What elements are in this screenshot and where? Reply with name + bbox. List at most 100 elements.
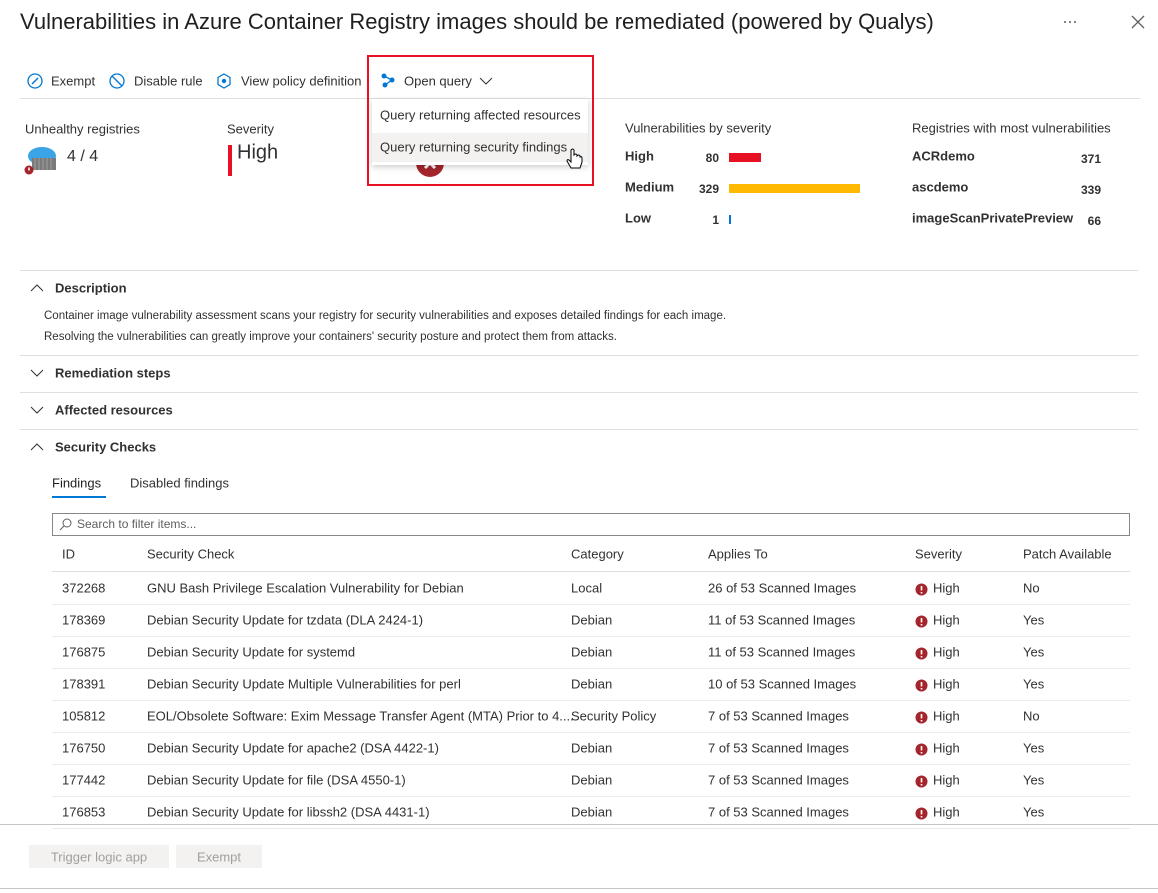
table-cell: 7 of 53 Scanned Images: [708, 804, 849, 820]
column-header: Severity: [915, 546, 962, 562]
vuln-title: Vulnerabilities by severity: [625, 120, 772, 136]
severity-icon: [915, 711, 928, 724]
severity-count: 329: [698, 182, 719, 196]
registry-count: 371: [1080, 152, 1101, 166]
description-text: Container image vulnerability assessment…: [44, 310, 727, 322]
severity-bar: [729, 184, 860, 193]
table-cell: 176853: [62, 804, 106, 820]
unhealthy-value: 4 / 4: [67, 148, 99, 165]
table-cell: High: [933, 612, 960, 628]
row-divider: [52, 700, 1130, 701]
toolbar-disable-rule[interactable]: Disable rule: [134, 73, 203, 89]
severity-icon: [915, 807, 928, 820]
dropdown-item[interactable]: Query returning security findings: [380, 139, 568, 155]
footer-divider: [0, 824, 1158, 825]
table-cell: 105812: [62, 708, 106, 724]
section-header[interactable]: Description: [55, 280, 127, 296]
table-cell: 10 of 53 Scanned Images: [708, 676, 857, 692]
table-cell: Yes: [1023, 644, 1045, 660]
registries-title: Registries with most vulnerabilities: [912, 120, 1111, 136]
header-divider: [52, 571, 1130, 572]
row-divider: [52, 636, 1130, 637]
toolbar-view-policy[interactable]: View policy definition: [241, 73, 362, 89]
chevron-down: [30, 369, 44, 377]
chevron-up: [30, 443, 44, 451]
button[interactable]: [176, 845, 262, 868]
table-cell: 372268: [62, 580, 106, 596]
table-cell: 11 of 53 Scanned Images: [708, 612, 856, 628]
table-cell: Debian: [571, 676, 613, 692]
table-cell: 26 of 53 Scanned Images: [708, 580, 857, 596]
table-cell: High: [933, 772, 960, 788]
column-header: Applies To: [708, 546, 768, 562]
registry-count: 66: [1087, 214, 1101, 228]
severity-count: 80: [705, 151, 719, 165]
table-cell: 11 of 53 Scanned Images: [708, 644, 856, 660]
dropdown-hover: [372, 133, 588, 162]
tab[interactable]: Disabled findings: [130, 475, 230, 491]
table-cell: Debian Security Update for apache2 (DSA …: [147, 740, 439, 756]
table-cell: Debian: [571, 644, 613, 660]
table-cell: Local: [571, 580, 603, 596]
table-cell: Debian: [571, 772, 613, 788]
registry-name: imageScanPrivatePreview: [912, 210, 1074, 226]
row-divider: [52, 828, 1130, 829]
table-cell: 178391: [62, 676, 106, 692]
table-cell: No: [1023, 580, 1040, 596]
table-cell: 7 of 53 Scanned Images: [708, 708, 849, 724]
button[interactable]: [29, 845, 169, 868]
search-icon: [59, 518, 72, 531]
close-button[interactable]: [1131, 15, 1145, 29]
divider: [20, 98, 1140, 99]
table-cell: Yes: [1023, 804, 1045, 820]
column-header: Category: [571, 546, 624, 562]
table-cell: 7 of 53 Scanned Images: [708, 740, 849, 756]
search-box[interactable]: [52, 513, 1130, 536]
divider: [20, 392, 1138, 393]
severity-bar: [729, 153, 761, 162]
registry-icon: [24, 147, 56, 175]
table-cell: Security Policy: [571, 708, 657, 724]
severity-bar: [228, 145, 232, 176]
exempt-icon: [27, 73, 43, 89]
registry-name: ascdemo: [912, 179, 969, 195]
severity-label: Severity: [227, 121, 274, 137]
table-cell: Debian: [571, 612, 613, 628]
section-header[interactable]: Remediation steps: [55, 365, 171, 381]
more-button[interactable]: [1062, 14, 1078, 30]
table-cell: Debian: [571, 804, 613, 820]
table-cell: 176750: [62, 740, 106, 756]
toolbar-open-query[interactable]: Open query: [404, 73, 472, 89]
column-header: ID: [62, 546, 75, 562]
severity-count: 1: [712, 213, 719, 227]
table-cell: 176875: [62, 644, 106, 660]
chevron-down: [30, 406, 44, 414]
severity-bar: [729, 215, 731, 224]
disable-icon: [109, 73, 125, 89]
severity-icon: [915, 743, 928, 756]
table-cell: Yes: [1023, 772, 1045, 788]
table-cell: 177442: [62, 772, 106, 788]
table-cell: No: [1023, 708, 1040, 724]
row-divider: [52, 796, 1130, 797]
table-cell: Yes: [1023, 612, 1045, 628]
toolbar-exempt[interactable]: Exempt: [51, 73, 96, 89]
severity-icon: [915, 615, 928, 628]
dropdown-item[interactable]: Query returning affected resources: [380, 107, 581, 123]
severity-icon: [915, 647, 928, 660]
table-cell: High: [933, 740, 960, 756]
table-cell: High: [933, 804, 960, 820]
row-divider: [52, 604, 1130, 605]
registry-name: ACRdemo: [912, 148, 975, 164]
cursor: [566, 148, 583, 169]
section-header[interactable]: Affected resources: [55, 402, 173, 418]
table-cell: 178369: [62, 612, 106, 628]
severity-name: Low: [625, 210, 651, 226]
search-placeholder: Search to filter items...: [77, 517, 197, 531]
unhealthy-label: Unhealthy registries: [25, 121, 140, 137]
section-header[interactable]: Security Checks: [55, 439, 157, 455]
severity-icon: [915, 679, 928, 692]
blade-title: Vulnerabilities in Azure Container Regis…: [20, 9, 934, 34]
tab-active[interactable]: Findings: [52, 475, 102, 491]
